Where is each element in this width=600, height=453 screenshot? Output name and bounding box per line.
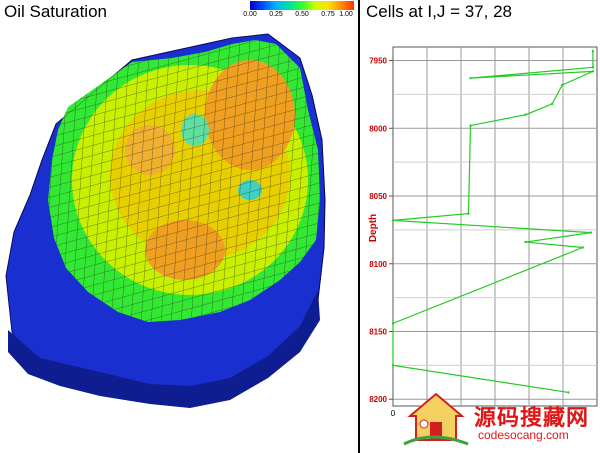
depth-profile-point (589, 231, 593, 234)
panel-divider (358, 0, 360, 453)
chart-grid (392, 46, 598, 407)
reservoir-3d-model[interactable] (0, 24, 358, 453)
y-axis-tick-label: 8050 (369, 192, 387, 201)
depth-profile-point (469, 76, 472, 80)
colorbar-tick-label: 1.00 (339, 11, 353, 18)
panel-title-cells: Cells at I,J = 37, 28 (366, 2, 512, 21)
watermark-text: 源码搜藏网 (474, 406, 590, 431)
house-logo-icon (403, 392, 469, 446)
y-axis-tick-label: 8200 (369, 395, 387, 404)
colorbar-tick-label: 0.75 (321, 11, 335, 18)
depth-profile-point (391, 364, 395, 367)
depth-profile-chart[interactable]: 7950 8000 8050 8100 8150 8200 Depth 0 (360, 0, 600, 453)
watermark-url: codesocang.com (478, 428, 569, 442)
x-axis-tick-label: 0 (391, 409, 396, 418)
saturation-zone-cyan (181, 114, 209, 146)
oil-saturation-panel: Oil Saturation 0.00 0.25 0.50 0.75 1.00 (0, 1, 358, 453)
depth-profile-point (591, 66, 595, 69)
y-axis-label: Depth (368, 214, 379, 242)
depth-profile-point (469, 124, 472, 127)
depth-profile-panel: Cells at I,J = 37, 28 7950 8000 8050 8100 81… (360, 0, 600, 453)
depth-profile-point (524, 113, 527, 116)
depth-profile-point (591, 70, 595, 73)
chart-series (391, 49, 595, 394)
y-axis-tick-label: 8150 (369, 327, 387, 336)
y-axis-tick-label: 8000 (369, 124, 387, 133)
saturation-zone-orange (205, 60, 295, 170)
depth-profile-point (391, 322, 395, 325)
depth-profile-point (581, 246, 584, 249)
depth-profile-point (561, 83, 564, 87)
model-layer-shadow (8, 290, 320, 408)
y-axis-tick-label: 8100 (369, 260, 387, 269)
depth-profile-line (392, 51, 594, 394)
colorbar-tick-label: 0.25 (269, 11, 283, 18)
depth-profile-point (391, 219, 395, 222)
panel-title-oil-saturation: Oil Saturation (4, 2, 107, 21)
depth-profile-point (467, 212, 470, 215)
colorbar-tick-label: 0.50 (295, 11, 309, 18)
saturation-colorbar (250, 1, 354, 10)
saturation-zone-orange (125, 125, 175, 175)
colorbar-tick-label: 0.00 (243, 11, 257, 18)
depth-profile-point (524, 240, 527, 244)
depth-profile-point (591, 49, 595, 53)
depth-profile-point (567, 391, 570, 394)
y-axis-tick-label: 7950 (369, 57, 387, 66)
depth-profile-point (550, 102, 554, 106)
y-axis-ticks: 7950 8000 8050 8100 8150 8200 (369, 57, 393, 404)
watermark: 源码搜藏网 codesocang.com (402, 388, 600, 448)
